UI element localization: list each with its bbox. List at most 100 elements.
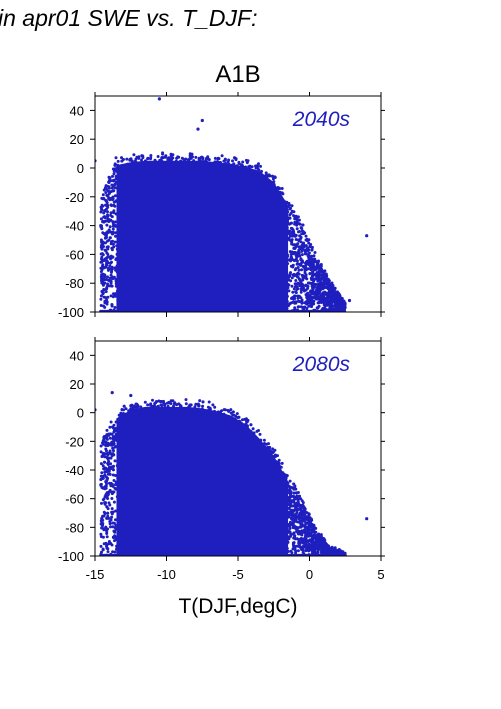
point-cloud — [95, 97, 369, 312]
scatter-point — [213, 156, 217, 160]
scatter-point — [193, 405, 197, 409]
scatter-point — [317, 295, 321, 299]
scatter-point — [310, 282, 313, 286]
outlier-point — [196, 127, 200, 131]
scatter-point — [337, 293, 341, 296]
scatter-point — [106, 239, 109, 243]
scatter-point — [130, 159, 134, 163]
scatter-point — [101, 292, 105, 296]
scatter-point — [99, 205, 103, 209]
scatter-point — [294, 290, 298, 294]
scatter-point — [325, 296, 329, 300]
scatter-point — [332, 287, 336, 291]
scatter-point — [271, 174, 275, 178]
scatter-point — [227, 158, 231, 162]
scatter-point — [106, 204, 110, 207]
scatter-point — [321, 283, 325, 287]
scatter-point — [105, 223, 109, 227]
scatter-point — [114, 156, 118, 160]
scatter-point — [303, 269, 307, 273]
scatter-point — [113, 194, 117, 198]
scatter-point — [105, 231, 108, 235]
scatter-point — [112, 203, 116, 207]
scatter-point — [287, 222, 291, 226]
scatter-point — [104, 290, 108, 294]
scatter-point — [313, 277, 317, 281]
scatter-point — [293, 306, 297, 310]
scatter-point — [231, 159, 234, 163]
scatter-point — [315, 287, 319, 291]
scatter-point — [298, 245, 302, 249]
scatter-point — [106, 278, 110, 282]
scatter-point — [99, 266, 103, 270]
y-tick-label: 20 — [70, 132, 84, 147]
scatter-point — [102, 211, 106, 215]
scatter-point — [106, 247, 110, 251]
scatter-point — [321, 287, 325, 291]
scatter-point — [310, 245, 314, 249]
figure-title: in apr01 SWE vs. T_DJF: — [0, 5, 257, 31]
scatter-point — [294, 253, 298, 257]
scatter-point — [102, 288, 106, 292]
scatter-point — [298, 263, 302, 267]
scatter-point — [340, 297, 344, 300]
scatter-point — [332, 304, 336, 308]
scatter-point — [103, 236, 107, 240]
scatter-point — [317, 259, 320, 263]
scatter-point — [289, 271, 292, 275]
scatter-point — [294, 301, 298, 305]
scatter-point — [291, 258, 295, 262]
scatter-point — [313, 251, 317, 254]
dense-region — [116, 160, 289, 312]
scatter-point — [342, 299, 346, 303]
scatter-point — [299, 240, 303, 244]
scatter-point — [107, 185, 111, 189]
scatter-point — [312, 254, 316, 258]
scatter-point — [113, 306, 117, 309]
scatter-point — [288, 238, 292, 242]
scatter-point — [101, 220, 105, 224]
scatter-point — [334, 306, 337, 310]
scatter-point — [110, 240, 113, 244]
scatter-point — [333, 295, 337, 299]
scatter-point — [292, 491, 296, 495]
scatter-point — [296, 238, 300, 242]
scatter-point — [304, 261, 307, 265]
scatter-point — [320, 297, 324, 301]
scatter-point — [295, 259, 299, 263]
scatter-point — [317, 271, 321, 274]
scatter-point — [188, 152, 192, 156]
scatter-point — [234, 158, 238, 162]
scatter-point — [111, 227, 115, 231]
scatter-point — [102, 304, 105, 308]
scatter-point — [296, 296, 300, 300]
scatter-point — [304, 238, 308, 242]
scatter-point — [103, 275, 107, 279]
scatter-point — [299, 305, 303, 309]
scatter-point — [296, 299, 300, 303]
scatter-point — [288, 207, 292, 211]
scatter-point — [337, 301, 341, 305]
scatter-point — [306, 293, 310, 297]
scatter-point — [332, 299, 336, 303]
outlier-point — [157, 97, 161, 101]
scatter-point — [320, 275, 324, 279]
scatter-point — [99, 217, 103, 221]
scatter-point — [307, 251, 311, 255]
scatter-point — [109, 261, 113, 265]
scatter-point — [112, 211, 116, 215]
scatter-point — [106, 213, 109, 217]
scatter-point — [100, 257, 103, 261]
scatter-point — [323, 299, 327, 303]
scatter-point — [109, 190, 113, 193]
outlier-point — [347, 298, 352, 303]
scatter-point — [297, 218, 301, 222]
scatter-point — [294, 243, 298, 247]
scatter-point — [311, 290, 315, 294]
scatter-point — [293, 250, 297, 254]
scatter-point — [102, 266, 106, 270]
scatter-point — [111, 174, 114, 178]
scatter-point — [342, 309, 346, 312]
period-annotation: 2040s — [292, 108, 351, 131]
